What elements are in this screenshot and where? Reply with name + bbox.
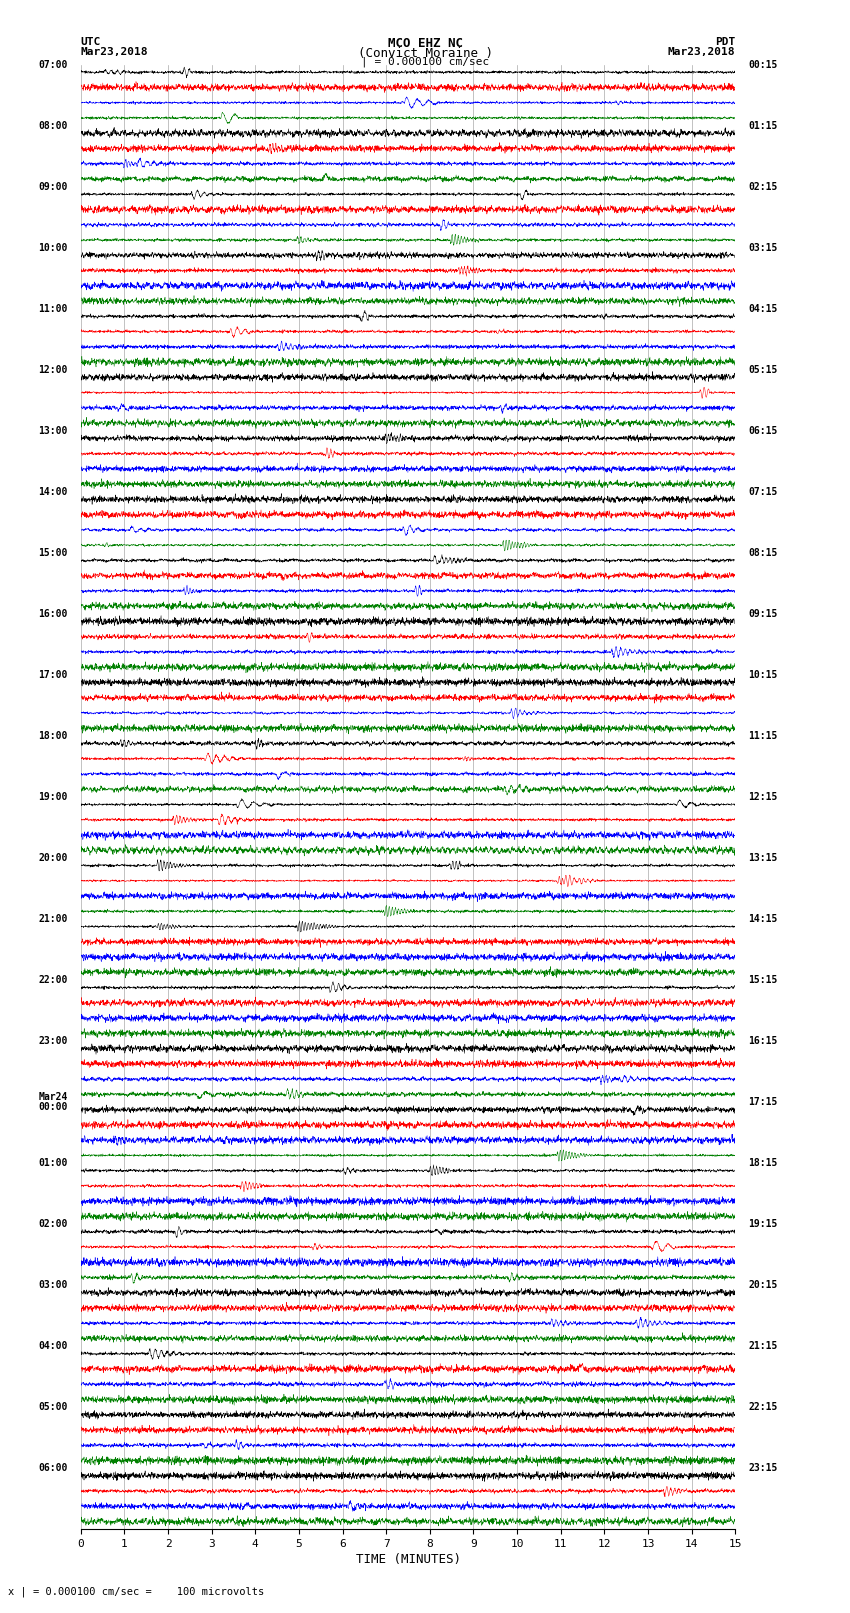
Text: 16:00: 16:00 bbox=[38, 608, 68, 619]
Text: PDT: PDT bbox=[715, 37, 735, 47]
Text: 22:15: 22:15 bbox=[748, 1402, 778, 1411]
Text: 11:00: 11:00 bbox=[38, 303, 68, 313]
Text: 08:15: 08:15 bbox=[748, 548, 778, 558]
Text: 03:15: 03:15 bbox=[748, 242, 778, 253]
Text: 05:00: 05:00 bbox=[38, 1402, 68, 1411]
Text: 12:15: 12:15 bbox=[748, 792, 778, 802]
Text: 07:15: 07:15 bbox=[748, 487, 778, 497]
Text: 18:15: 18:15 bbox=[748, 1158, 778, 1168]
Text: 15:15: 15:15 bbox=[748, 974, 778, 986]
Text: 12:00: 12:00 bbox=[38, 365, 68, 374]
Text: 20:15: 20:15 bbox=[748, 1281, 778, 1290]
Text: x | = 0.000100 cm/sec =    100 microvolts: x | = 0.000100 cm/sec = 100 microvolts bbox=[8, 1586, 264, 1597]
Text: 04:15: 04:15 bbox=[748, 303, 778, 313]
Text: UTC: UTC bbox=[81, 37, 101, 47]
Text: 09:15: 09:15 bbox=[748, 608, 778, 619]
Text: 13:00: 13:00 bbox=[38, 426, 68, 436]
Text: 14:00: 14:00 bbox=[38, 487, 68, 497]
Text: 22:00: 22:00 bbox=[38, 974, 68, 986]
Text: 18:00: 18:00 bbox=[38, 731, 68, 740]
Text: 10:15: 10:15 bbox=[748, 669, 778, 679]
Text: 06:00: 06:00 bbox=[38, 1463, 68, 1473]
Text: Mar23,2018: Mar23,2018 bbox=[81, 47, 148, 56]
Text: 21:15: 21:15 bbox=[748, 1340, 778, 1352]
Text: 00:00: 00:00 bbox=[38, 1102, 68, 1111]
Text: 23:15: 23:15 bbox=[748, 1463, 778, 1473]
Text: 05:15: 05:15 bbox=[748, 365, 778, 374]
Text: 17:15: 17:15 bbox=[748, 1097, 778, 1107]
Text: 15:00: 15:00 bbox=[38, 548, 68, 558]
Text: 08:00: 08:00 bbox=[38, 121, 68, 131]
Text: 03:00: 03:00 bbox=[38, 1281, 68, 1290]
Text: 01:00: 01:00 bbox=[38, 1158, 68, 1168]
Text: 21:00: 21:00 bbox=[38, 915, 68, 924]
Text: 13:15: 13:15 bbox=[748, 853, 778, 863]
Text: 09:00: 09:00 bbox=[38, 182, 68, 192]
Text: 16:15: 16:15 bbox=[748, 1036, 778, 1045]
Text: 04:00: 04:00 bbox=[38, 1340, 68, 1352]
Text: 23:00: 23:00 bbox=[38, 1036, 68, 1045]
Text: 19:00: 19:00 bbox=[38, 792, 68, 802]
Text: MCO EHZ NC: MCO EHZ NC bbox=[388, 37, 462, 50]
Text: 02:15: 02:15 bbox=[748, 182, 778, 192]
Text: | = 0.000100 cm/sec: | = 0.000100 cm/sec bbox=[361, 56, 489, 68]
Text: Mar24: Mar24 bbox=[38, 1092, 68, 1102]
Text: (Convict Moraine ): (Convict Moraine ) bbox=[358, 47, 492, 60]
Text: 20:00: 20:00 bbox=[38, 853, 68, 863]
Text: 01:15: 01:15 bbox=[748, 121, 778, 131]
Text: 19:15: 19:15 bbox=[748, 1219, 778, 1229]
Text: 14:15: 14:15 bbox=[748, 915, 778, 924]
Text: 11:15: 11:15 bbox=[748, 731, 778, 740]
Text: 07:00: 07:00 bbox=[38, 60, 68, 69]
X-axis label: TIME (MINUTES): TIME (MINUTES) bbox=[355, 1553, 461, 1566]
Text: 10:00: 10:00 bbox=[38, 242, 68, 253]
Text: 02:00: 02:00 bbox=[38, 1219, 68, 1229]
Text: Mar23,2018: Mar23,2018 bbox=[668, 47, 735, 56]
Text: 00:15: 00:15 bbox=[748, 60, 778, 69]
Text: 06:15: 06:15 bbox=[748, 426, 778, 436]
Text: 17:00: 17:00 bbox=[38, 669, 68, 679]
